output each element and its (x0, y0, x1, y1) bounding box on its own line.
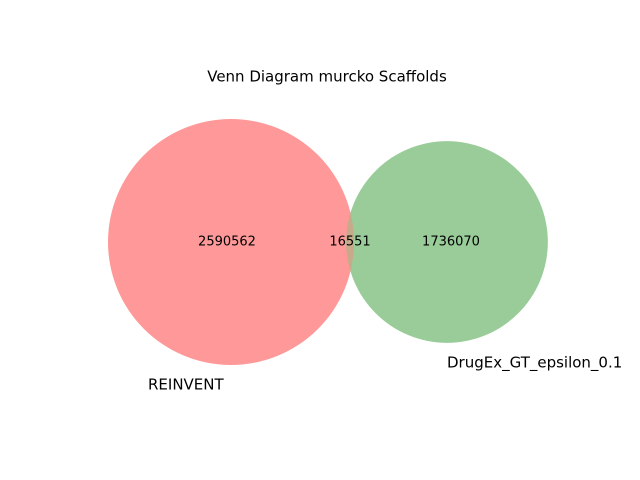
set-circle (108, 119, 354, 365)
intersection-count: 16551 (329, 235, 370, 250)
set-count: 2590562 (198, 235, 256, 250)
set-label: DrugEx_GT_epsilon_0.1 (447, 354, 622, 373)
set-label: REINVENT (148, 376, 225, 394)
set-circle (346, 141, 548, 343)
set-count: 1736070 (422, 235, 480, 250)
chart-title: Venn Diagram murcko Scaffolds (207, 68, 447, 86)
